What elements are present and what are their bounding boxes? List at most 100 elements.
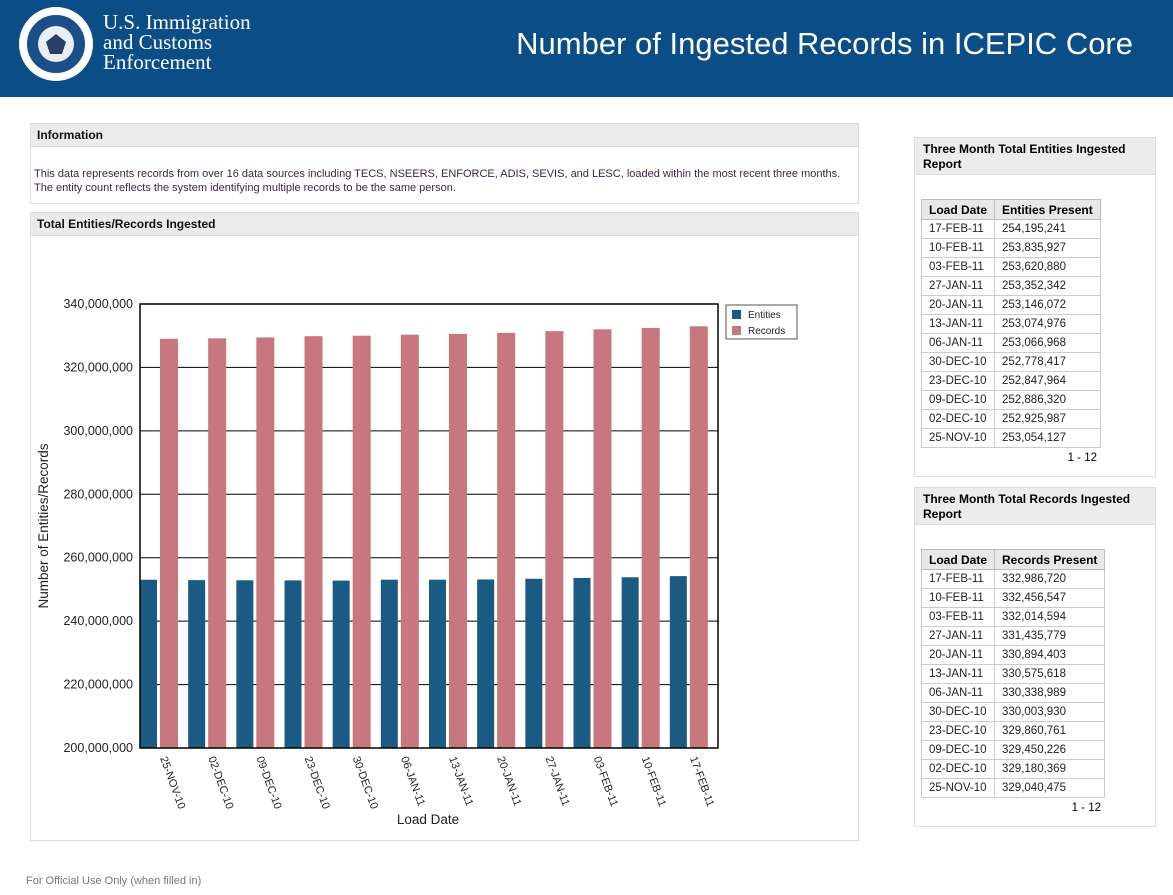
- table-cell: 253,054,127: [994, 428, 1101, 448]
- bar: [188, 580, 206, 748]
- table-cell: 27-JAN-11: [920, 276, 996, 296]
- y-tick-label: 260,000,000: [63, 551, 133, 565]
- table-cell: 09-DEC-10: [920, 390, 996, 410]
- x-tick-label: 02-DEC-10: [205, 755, 235, 811]
- report-table: Load Date Records Present 17-FEB-11 332,986…: [920, 549, 1106, 798]
- legend-swatch: [732, 326, 741, 335]
- bar: [593, 329, 612, 748]
- footer-note: For Official Use Only (when filled in): [26, 875, 202, 887]
- bar: [140, 579, 157, 748]
- table-cell: 25-NOV-10: [920, 428, 996, 448]
- table-row: 03-FEB-11 332,014,594: [920, 607, 1106, 627]
- report-title: Three Month Total Records Ingested Repor…: [915, 488, 1155, 525]
- y-tick-label: 340,000,000: [63, 297, 133, 311]
- table-cell: 330,338,989: [994, 683, 1106, 703]
- x-tick-label: 03-FEB-11: [591, 755, 620, 808]
- table-cell: 252,925,987: [994, 409, 1101, 429]
- table-cell: 25-NOV-10: [920, 778, 996, 798]
- table-cell: 03-FEB-11: [920, 257, 996, 277]
- bar: [256, 337, 275, 748]
- table-row: 17-FEB-11 332,986,720: [920, 569, 1106, 589]
- x-tick-label: 23-DEC-10: [302, 755, 332, 811]
- x-tick-label: 25-NOV-10: [157, 755, 187, 811]
- table-row: 09-DEC-10 329,450,226: [920, 740, 1106, 760]
- legend-swatch: [732, 310, 741, 319]
- info-text: This data represents records from over 1…: [34, 168, 841, 194]
- bar: [477, 579, 495, 748]
- y-tick-label: 320,000,000: [63, 360, 133, 374]
- table-cell: 330,575,618: [994, 664, 1106, 684]
- table-cell: 20-JAN-11: [920, 645, 996, 665]
- table-row: 27-JAN-11 253,352,342: [920, 276, 1101, 296]
- chart: 200,000,000 220,000,000 240,000,000 260,000…: [36, 297, 798, 827]
- table-cell: 332,456,547: [994, 588, 1106, 608]
- x-tick-label: 09-DEC-10: [254, 755, 284, 811]
- table-cell: 10-FEB-11: [920, 588, 996, 608]
- table-cell: 332,986,720: [994, 569, 1106, 589]
- table-cell: 253,352,342: [994, 276, 1101, 296]
- table-cell: 10-FEB-11: [920, 238, 996, 258]
- table-cell: 329,450,226: [994, 740, 1106, 760]
- table-cell: 13-JAN-11: [920, 314, 996, 334]
- bar: [641, 327, 660, 748]
- bar: [525, 578, 543, 748]
- section-title: Information: [31, 124, 858, 147]
- table-row: 06-JAN-11 253,066,968: [920, 333, 1101, 353]
- pager: 1 - 12: [1067, 452, 1097, 464]
- legend-label: Records: [748, 326, 785, 337]
- table-cell: 27-JAN-11: [920, 626, 996, 646]
- column-header: Records Present: [994, 549, 1106, 570]
- table-row: 06-JAN-11 330,338,989: [920, 683, 1106, 703]
- bar: [669, 576, 687, 748]
- y-tick-label: 280,000,000: [63, 487, 133, 501]
- bar: [352, 335, 371, 748]
- y-tick-label: 240,000,000: [63, 614, 133, 628]
- table-cell: 332,014,594: [994, 607, 1106, 627]
- table-row: 03-FEB-11 253,620,880: [920, 257, 1101, 277]
- table-row: 30-DEC-10 330,003,930: [920, 702, 1106, 722]
- agency-name: U.S. Immigration and Customs Enforcement: [103, 10, 251, 74]
- x-tick-label: 30-DEC-10: [350, 755, 380, 811]
- table-cell: 329,040,475: [994, 778, 1106, 798]
- column-header: Load Date: [920, 549, 996, 570]
- table-cell: 23-DEC-10: [920, 371, 996, 391]
- bar: [284, 580, 302, 748]
- table-row: 23-DEC-10 252,847,964: [920, 371, 1101, 391]
- y-tick-label: 220,000,000: [63, 678, 133, 692]
- table-cell: 253,146,072: [994, 295, 1101, 315]
- x-tick-label: 17-FEB-11: [687, 755, 716, 808]
- header-row: Load Date Entities Present: [920, 199, 1101, 220]
- table-row: 10-FEB-11 253,835,927: [920, 238, 1101, 258]
- table-cell: 253,620,880: [994, 257, 1101, 277]
- bar: [332, 580, 350, 748]
- table-cell: 02-DEC-10: [920, 759, 996, 779]
- y-axis-title: Number of Entities/Records: [36, 443, 51, 608]
- x-tick-label: 13-JAN-11: [446, 755, 475, 808]
- bar: [304, 336, 323, 748]
- table-cell: 330,003,930: [994, 702, 1106, 722]
- x-tick-label: 20-JAN-11: [494, 755, 523, 808]
- bar: [621, 577, 639, 748]
- x-tick-label: 27-JAN-11: [543, 755, 572, 808]
- bar: [689, 326, 708, 748]
- plot-frame: [139, 303, 719, 749]
- x-tick-label: 10-FEB-11: [639, 755, 668, 808]
- table-row: 02-DEC-10 329,180,369: [920, 759, 1106, 779]
- section-title: Total Entities/Records Ingested: [31, 213, 858, 236]
- table-cell: 30-DEC-10: [920, 702, 996, 722]
- table-cell: 30-DEC-10: [920, 352, 996, 372]
- table-row: 02-DEC-10 252,925,987: [920, 409, 1101, 429]
- table-row: 13-JAN-11 330,575,618: [920, 664, 1106, 684]
- bar: [573, 577, 591, 748]
- table-cell: 329,860,761: [994, 721, 1106, 741]
- seal: [19, 7, 93, 81]
- table-cell: 253,835,927: [994, 238, 1101, 258]
- table-row: 20-JAN-11 253,146,072: [920, 295, 1101, 315]
- table-row: 30-DEC-10 252,778,417: [920, 352, 1101, 372]
- report-title: Three Month Total Entities Ingested Repo…: [915, 138, 1155, 175]
- table-row: 25-NOV-10 329,040,475: [920, 778, 1106, 798]
- table-cell: 06-JAN-11: [920, 333, 996, 353]
- report-table: Load Date Entities Present 17-FEB-11 254,19…: [920, 199, 1101, 448]
